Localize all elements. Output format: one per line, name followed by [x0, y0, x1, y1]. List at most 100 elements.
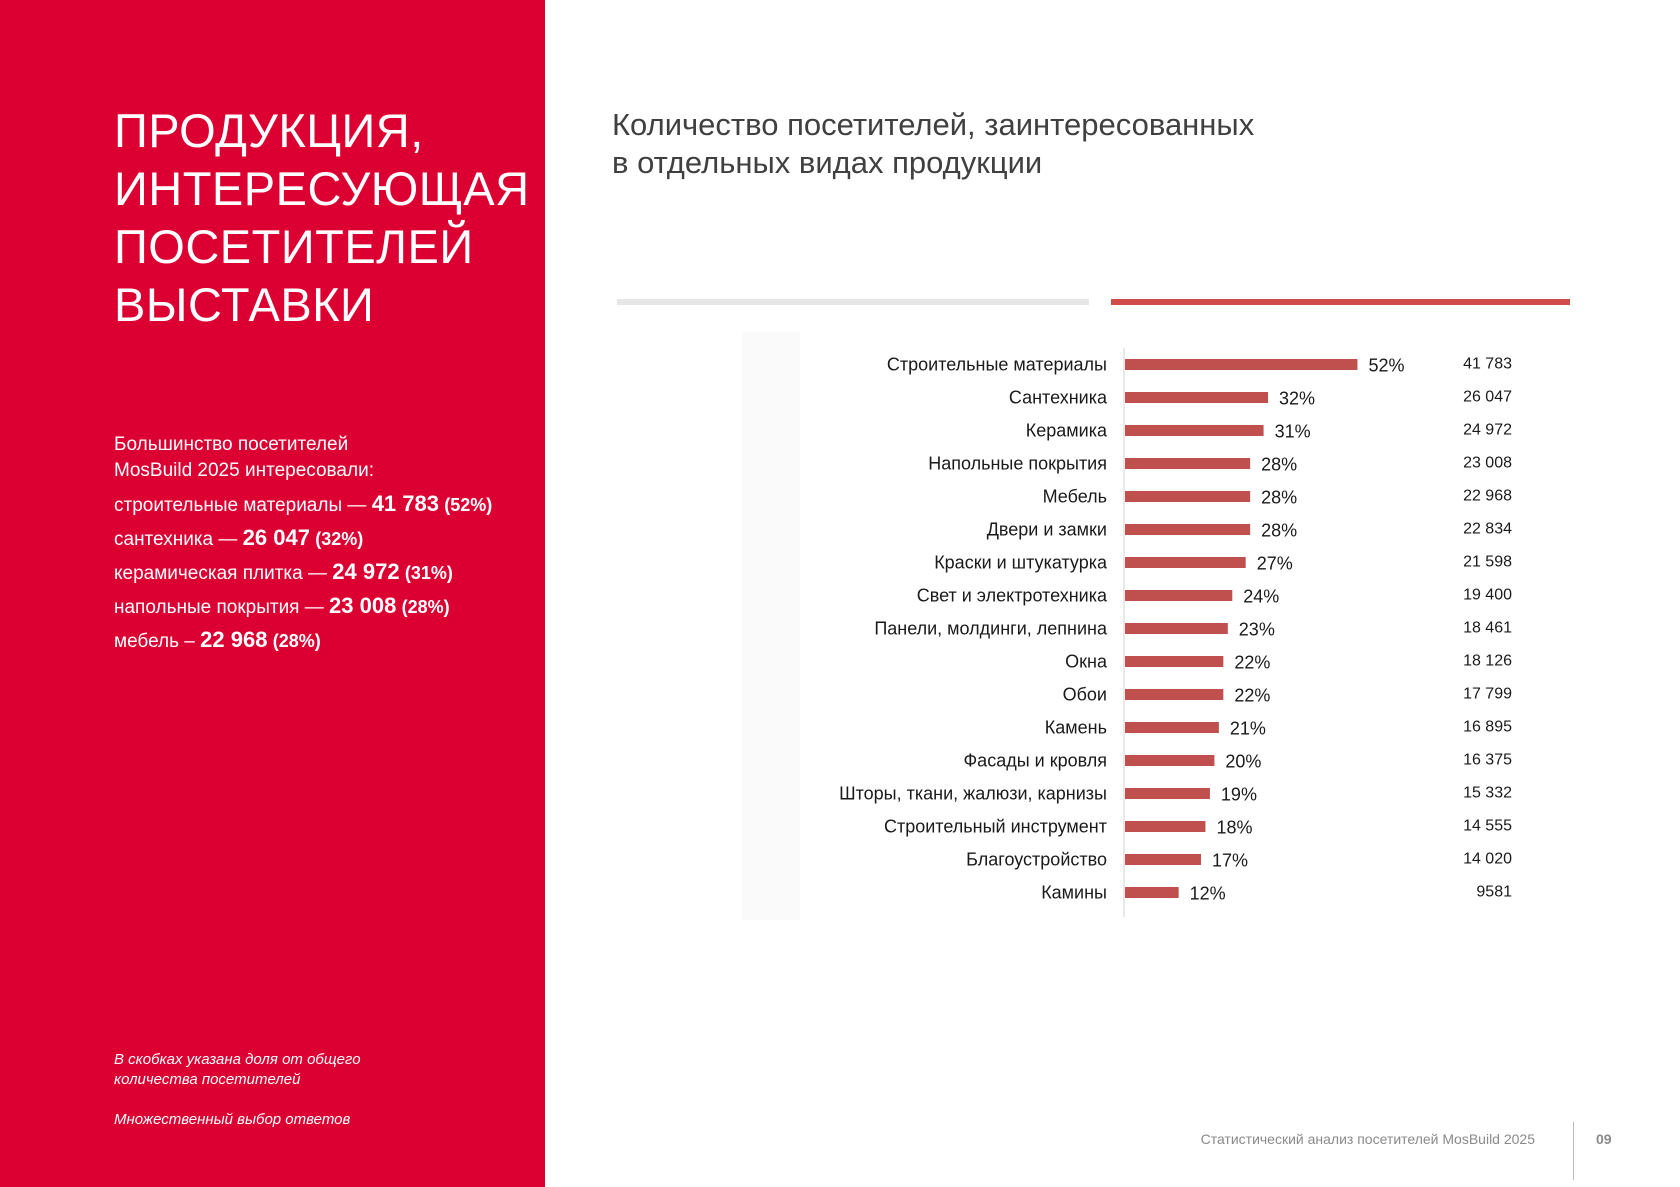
- count-label: 26 047: [1463, 389, 1512, 406]
- bar: [1125, 689, 1224, 700]
- footnote-share: В скобках указана доля от общего количес…: [114, 1050, 474, 1090]
- category-label: Строительные материалы: [887, 355, 1107, 375]
- summary-item-dash: —: [302, 563, 333, 584]
- count-label: 41 783: [1463, 356, 1512, 373]
- footer-separator: [1573, 1122, 1574, 1180]
- summary-item: сантехника — 26 047 (32%): [114, 522, 534, 556]
- value-label: 17%: [1212, 851, 1248, 871]
- count-label: 22 834: [1463, 521, 1512, 538]
- count-label: 16 375: [1463, 752, 1512, 769]
- title-line: ПРОДУКЦИЯ,: [114, 104, 424, 157]
- value-label: 52%: [1368, 356, 1404, 376]
- value-label: 23%: [1239, 620, 1275, 640]
- bar: [1125, 656, 1224, 667]
- chart-title-line: в отдельных видах продукции: [612, 145, 1043, 180]
- bar: [1125, 557, 1246, 568]
- left-panel: ПРОДУКЦИЯ, ИНТЕРЕСУЮЩАЯ ПОСЕТИТЕЛЕЙ ВЫСТ…: [0, 0, 545, 1187]
- bar: [1125, 392, 1269, 403]
- category-label: Окна: [1065, 652, 1108, 672]
- summary-item: керамическая плитка — 24 972 (31%): [114, 556, 534, 590]
- summary-item-label: напольные покрытия: [114, 597, 300, 618]
- category-label: Свет и электротехника: [917, 586, 1108, 606]
- intro-line: Большинство посетителей: [114, 434, 349, 455]
- count-label: 15 332: [1463, 785, 1512, 802]
- value-label: 12%: [1190, 884, 1226, 904]
- count-label: 23 008: [1463, 455, 1512, 472]
- bar: [1125, 425, 1264, 436]
- bar: [1125, 788, 1210, 799]
- summary-item-dash: —: [342, 495, 372, 516]
- value-label: 20%: [1225, 752, 1261, 772]
- category-label: Панели, молдинги, лепнина: [874, 619, 1108, 639]
- category-label: Сантехника: [1009, 388, 1108, 408]
- summary-item-label: керамическая плитка: [114, 563, 303, 584]
- footnote-line: В скобках указана доля от общего: [114, 1051, 361, 1068]
- category-label: Мебель: [1043, 487, 1107, 507]
- category-label: Благоустройство: [966, 850, 1107, 870]
- footnote-line: количества посетителей: [114, 1071, 301, 1088]
- summary-item-value: 24 972: [332, 559, 400, 584]
- value-label: 19%: [1221, 785, 1257, 805]
- bar: [1125, 722, 1219, 733]
- bar: [1125, 359, 1358, 370]
- category-label: Обои: [1063, 685, 1107, 705]
- bar: [1125, 755, 1215, 766]
- summary-item-label: сантехника: [114, 529, 214, 550]
- summary-item-value: 22 968: [200, 627, 268, 652]
- summary-item-pct: (31%): [404, 563, 453, 583]
- bar: [1125, 491, 1251, 502]
- value-label: 28%: [1261, 521, 1297, 541]
- summary-item-pct: (28%): [272, 631, 321, 651]
- divider-red: [1111, 299, 1570, 305]
- bar: [1125, 458, 1251, 469]
- summary-item-label: мебель: [114, 631, 180, 652]
- value-label: 28%: [1261, 488, 1297, 508]
- count-label: 9581: [1476, 884, 1512, 901]
- value-label: 27%: [1257, 554, 1293, 574]
- count-label: 18 126: [1463, 653, 1512, 670]
- footer-text: Статистический анализ посетителей MosBui…: [1200, 1131, 1535, 1147]
- bar: [1125, 590, 1233, 601]
- count-label: 22 968: [1463, 488, 1512, 505]
- summary-item-value: 23 008: [329, 593, 397, 618]
- page-number: 09: [1596, 1131, 1612, 1147]
- summary-item-pct: (52%): [444, 495, 493, 515]
- value-label: 18%: [1216, 818, 1252, 838]
- summary-item: строительные материалы — 41 783 (52%): [114, 488, 534, 522]
- footnotes: В скобках указана доля от общего количес…: [114, 1050, 474, 1130]
- title-line: ИНТЕРЕСУЮЩАЯ: [114, 162, 530, 215]
- category-label: Краски и штукатурка: [934, 553, 1108, 573]
- category-label: Напольные покрытия: [928, 454, 1107, 474]
- summary-item-value: 26 047: [242, 525, 310, 550]
- chart-background-strip: [742, 332, 800, 920]
- footnote-multiple-choice: Множественный выбор ответов: [114, 1111, 351, 1128]
- category-label: Шторы, ткани, жалюзи, карнизы: [839, 784, 1107, 804]
- chart-title-line: Количество посетителей, заинтересованных: [612, 107, 1255, 142]
- summary-item: мебель – 22 968 (28%): [114, 624, 534, 658]
- summary-item-dash: —: [299, 597, 330, 618]
- summary-item-pct: (28%): [401, 597, 450, 617]
- chart-title: Количество посетителей, заинтересованных…: [612, 106, 1412, 182]
- bar: [1125, 623, 1228, 634]
- bar: [1125, 887, 1179, 898]
- count-label: 14 555: [1463, 818, 1512, 835]
- value-label: 21%: [1230, 719, 1266, 739]
- category-label: Камины: [1041, 883, 1107, 903]
- value-label: 22%: [1234, 686, 1270, 706]
- category-label: Керамика: [1026, 421, 1108, 441]
- summary-list: строительные материалы — 41 783 (52%) са…: [114, 488, 534, 658]
- summary-item-pct: (32%): [315, 529, 364, 549]
- divider-grey: [617, 299, 1089, 305]
- summary-block: Большинство посетителей MosBuild 2025 ин…: [114, 432, 534, 658]
- bar: [1125, 854, 1201, 865]
- count-label: 18 461: [1463, 620, 1512, 637]
- count-label: 21 598: [1463, 554, 1512, 571]
- title-line: ПОСЕТИТЕЛЕЙ: [114, 220, 474, 273]
- bar: [1125, 821, 1206, 832]
- count-label: 24 972: [1463, 422, 1512, 439]
- bar: [1125, 524, 1251, 535]
- value-label: 24%: [1243, 587, 1279, 607]
- summary-item-dash: –: [179, 631, 201, 652]
- value-label: 28%: [1261, 455, 1297, 475]
